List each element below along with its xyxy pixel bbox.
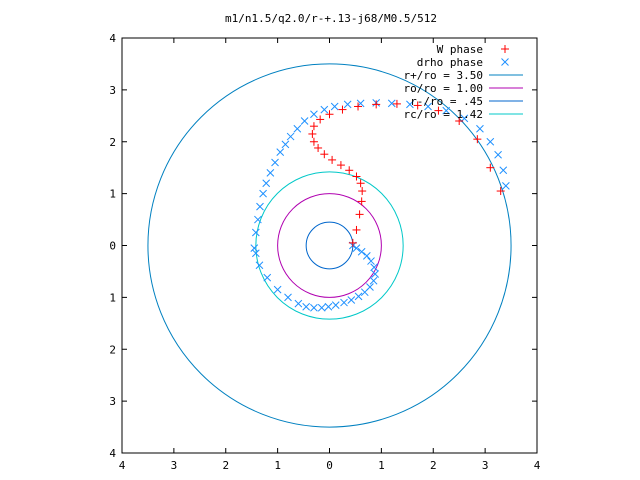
data-point	[271, 158, 279, 167]
data-point	[284, 293, 292, 302]
data-point	[294, 299, 303, 308]
data-point	[276, 148, 285, 156]
legend-label: r-/ro = .45	[410, 95, 483, 108]
reference-circles	[147, 63, 512, 428]
data-point	[476, 124, 484, 133]
data-point	[317, 303, 326, 312]
legend-label: drho phase	[417, 56, 483, 69]
x-tick-label: 2	[430, 459, 437, 472]
data-point	[340, 298, 348, 307]
data-point	[251, 228, 260, 237]
data-point	[293, 124, 302, 133]
data-point	[354, 292, 363, 301]
data-point	[281, 140, 290, 149]
x-tick-label: 3	[482, 459, 489, 472]
data-point	[357, 247, 366, 256]
data-point	[320, 105, 329, 114]
x-tick-label: 4	[534, 459, 541, 472]
data-point	[367, 257, 375, 265]
legend-label: rc/ro = 1.42	[404, 108, 483, 121]
data-point	[251, 249, 260, 258]
y-tick-label: 4	[109, 32, 116, 45]
data-point	[406, 100, 414, 109]
y-tick-label: 3	[109, 395, 116, 408]
circle-rc-ro-1-42	[255, 171, 404, 320]
data-point	[360, 288, 369, 297]
data-point	[499, 166, 508, 175]
data-point	[371, 270, 380, 278]
data-point	[343, 100, 352, 109]
data-point	[370, 263, 378, 272]
data-point	[387, 99, 396, 108]
data-point	[369, 276, 378, 285]
data-point	[302, 302, 311, 311]
series-drho-phase	[250, 98, 510, 312]
y-tick-label: 0	[109, 240, 116, 253]
chart-title: m1/n1.5/q2.0/r-+.13-j68/M0.5/512	[225, 12, 437, 25]
x-tick-label: 2	[222, 459, 229, 472]
y-tick-label: 2	[109, 136, 116, 149]
data-point	[254, 215, 262, 224]
data-point	[347, 296, 356, 304]
data-point	[494, 150, 502, 159]
circle-r-ro-3-50	[147, 63, 512, 428]
data-point	[266, 169, 275, 177]
data-point	[330, 102, 339, 111]
x-tick-label: 3	[171, 459, 178, 472]
circle-ro-ro-1-00	[277, 193, 382, 298]
legend-marker-x	[501, 58, 509, 66]
data-point	[352, 244, 361, 252]
data-point	[310, 303, 318, 312]
data-point	[262, 179, 271, 188]
data-point	[263, 273, 272, 282]
legend-label: W phase	[437, 43, 483, 56]
data-point	[331, 301, 340, 310]
y-tick-label: 3	[109, 84, 116, 97]
data-point	[250, 244, 259, 252]
data-point	[256, 202, 264, 211]
y-tick-label: 4	[109, 447, 116, 460]
data-point	[324, 302, 333, 311]
data-point	[273, 285, 282, 294]
y-tick-label: 2	[109, 343, 116, 356]
data-point	[310, 110, 318, 119]
x-tick-label: 4	[119, 459, 126, 472]
x-tick-label: 1	[274, 459, 281, 472]
data-point	[424, 102, 432, 111]
y-tick-label: 1	[109, 291, 116, 304]
data-point	[362, 252, 371, 260]
series-w-phase	[308, 99, 505, 247]
data-series	[250, 98, 510, 312]
data-point	[486, 137, 495, 146]
data-point	[300, 117, 309, 125]
y-tick-label: 1	[109, 188, 116, 201]
x-tick-label: 1	[378, 459, 385, 472]
x-tick-label: 0	[326, 459, 333, 472]
data-point	[255, 261, 264, 270]
legend-label: r+/ro = 3.50	[404, 69, 483, 82]
legend-label: ro/ro = 1.00	[404, 82, 483, 95]
data-point	[442, 106, 451, 115]
data-point	[502, 181, 510, 190]
data-point	[286, 132, 295, 141]
data-point	[259, 189, 267, 198]
